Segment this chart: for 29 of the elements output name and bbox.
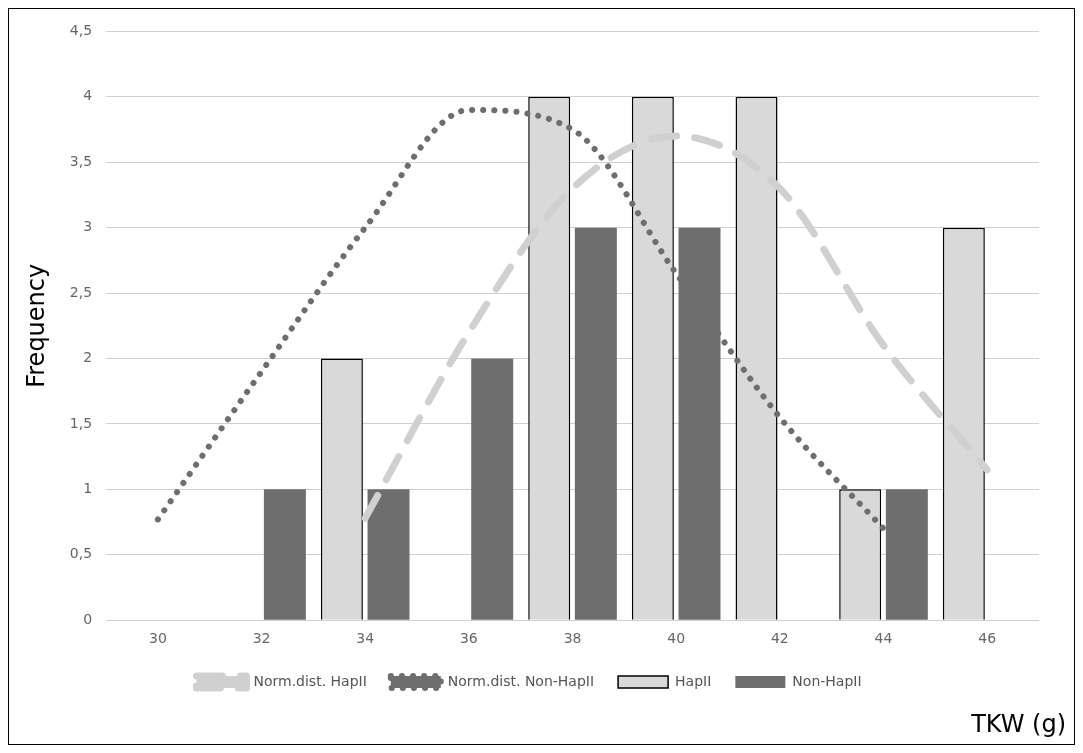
bar <box>367 489 410 620</box>
y-tick-label: 1 <box>83 480 93 496</box>
x-tick-label: 30 <box>148 630 167 647</box>
x-tick-label: 42 <box>770 630 789 647</box>
x-tick-label: 34 <box>356 630 375 647</box>
legend-label: Non-HapII <box>792 672 862 689</box>
x-tick-label: 44 <box>874 630 893 647</box>
legend-label: Norm.dist. HapII <box>253 672 367 689</box>
legend-label: HapII <box>675 672 712 689</box>
y-axis-title: Frequency <box>21 263 50 388</box>
bar <box>263 489 306 620</box>
y-tick-label: 4,5 <box>69 22 93 39</box>
x-tick-label: 36 <box>459 630 478 647</box>
x-tick-label: 46 <box>978 630 997 647</box>
y-tick-label: 1,5 <box>69 414 93 431</box>
y-tick-label: 3 <box>83 218 93 235</box>
x-tick-label: 40 <box>667 630 686 647</box>
y-tick-label: 3,5 <box>69 152 93 169</box>
bar <box>574 227 617 620</box>
legend-label: Norm.dist. Non-HapII <box>447 672 595 689</box>
y-tick-label: 2,5 <box>69 283 93 300</box>
y-tick-label: 0,5 <box>69 545 93 562</box>
bar <box>471 358 514 620</box>
x-tick-label: 38 <box>563 630 582 647</box>
y-tick-label: 4 <box>83 87 93 104</box>
x-tick-label: 32 <box>252 630 271 647</box>
y-tick-label: 0 <box>83 610 93 627</box>
x-axis-title: TKW (g) <box>971 710 1066 738</box>
y-tick-label: 2 <box>83 349 93 366</box>
